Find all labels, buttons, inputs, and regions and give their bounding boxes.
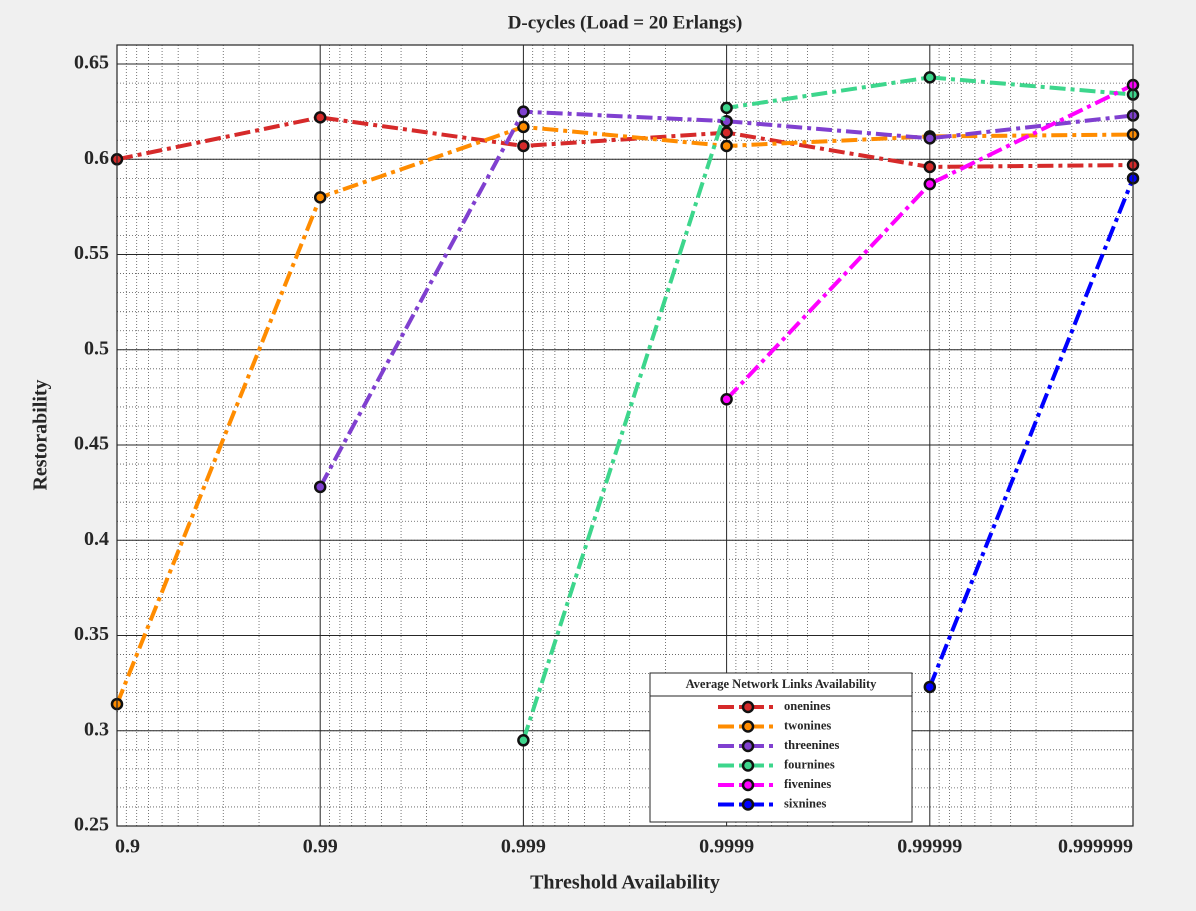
y-axis-label: Restorability: [30, 379, 52, 490]
x-tick-label: 0.9: [115, 836, 140, 858]
legend-marker: [741, 720, 755, 733]
legend-marker: [741, 739, 755, 753]
series-line: [927, 177, 1135, 688]
data-point: [923, 160, 937, 174]
legend-marker: [741, 759, 755, 772]
data-point: [517, 734, 530, 747]
data-point: [720, 139, 733, 153]
legend-label: twonines: [784, 718, 831, 732]
legend-label: fivenines: [784, 777, 831, 791]
data-point: [923, 71, 937, 84]
legend-title: Average Network Links Availability: [686, 677, 878, 691]
x-tick-label: 0.99: [303, 836, 338, 858]
legend-marker: [741, 798, 755, 811]
plot-area: [117, 45, 1133, 826]
series-line: [521, 75, 1134, 741]
legend-marker: [741, 700, 755, 714]
y-tick-label: 0.25: [74, 814, 109, 836]
data-point: [923, 177, 937, 191]
legend-label: threenines: [784, 738, 839, 752]
series-line: [116, 115, 1134, 169]
x-tick-label: 0.999: [501, 836, 546, 858]
y-tick-label: 0.5: [84, 337, 109, 359]
legend-label: fournines: [784, 757, 835, 771]
data-point: [517, 139, 530, 153]
y-tick-label: 0.6: [84, 147, 109, 169]
data-point: [313, 191, 327, 204]
y-tick-label: 0.45: [74, 433, 109, 455]
y-tick-label: 0.65: [74, 52, 109, 74]
y-tick-label: 0.55: [74, 242, 109, 264]
data-point: [923, 680, 937, 694]
legend-label: sixnines: [784, 796, 827, 810]
data-point: [923, 132, 937, 145]
x-axis-label: Threshold Availability: [530, 872, 720, 894]
data-point: [720, 126, 733, 139]
x-tick-label: 0.9999: [699, 836, 754, 858]
y-tick-label: 0.3: [84, 718, 109, 740]
legend-marker: [741, 778, 755, 792]
series-line: [115, 124, 1134, 705]
data-point: [517, 105, 530, 118]
y-tick-label: 0.35: [74, 623, 109, 645]
x-tick-label: 0.99999: [897, 836, 962, 858]
data-point: [720, 101, 733, 115]
series-line: [725, 83, 1134, 401]
chart-title: D-cycles (Load = 20 Erlangs): [508, 12, 743, 33]
data-point: [313, 480, 327, 494]
data-point: [720, 393, 733, 406]
x-tick-label: 0.999999: [1058, 836, 1133, 858]
legend-box: [649, 672, 913, 823]
legend-label: onenines: [784, 699, 831, 713]
y-tick-label: 0.4: [84, 528, 109, 550]
data-point: [517, 120, 530, 134]
data-point: [313, 111, 327, 124]
axes-box: [116, 44, 1134, 827]
